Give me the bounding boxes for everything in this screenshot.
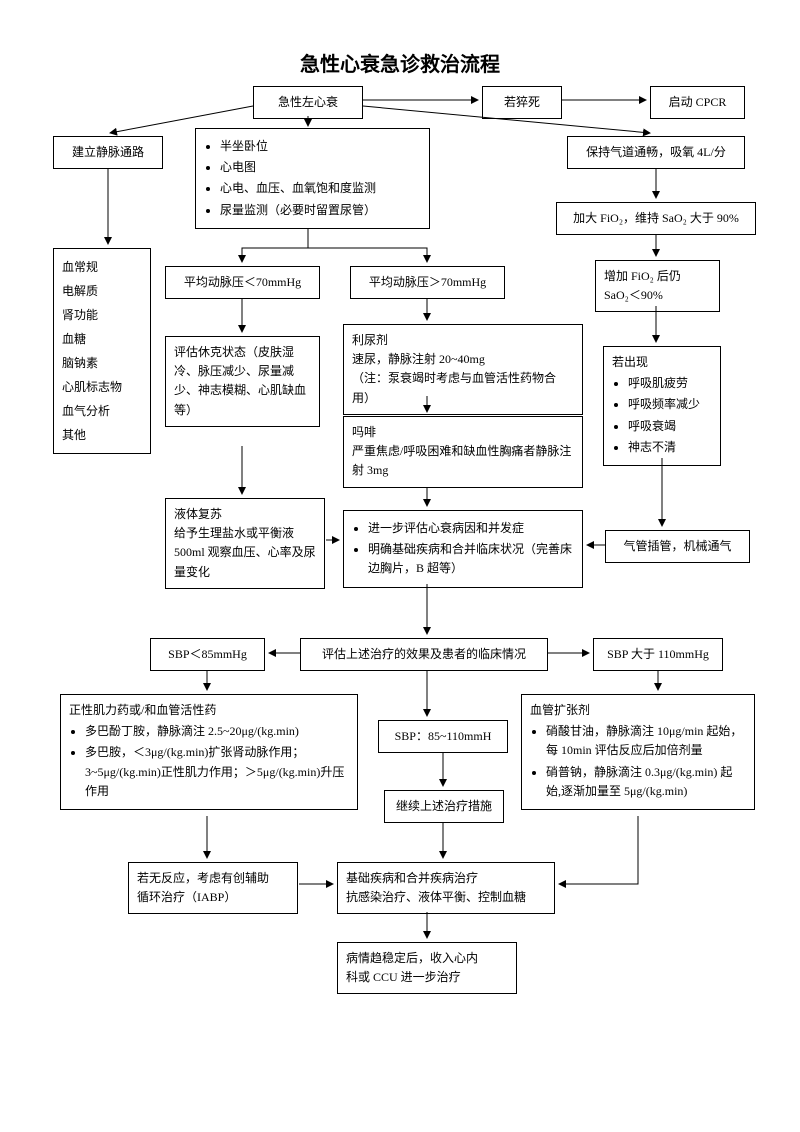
node-intubate: 气管插管，机械通气 bbox=[605, 530, 750, 563]
text: 急性左心衰 bbox=[278, 95, 338, 109]
node-vasodil: 血管扩张剂 硝酸甘油，静脉滴注 10μg/min 起始，每 10min 评估反应… bbox=[521, 694, 755, 810]
node-final: 病情趋稳定后，收入心内 科或 CCU 进一步治疗 bbox=[337, 942, 517, 994]
node-fluid: 液体复苏 给予生理盐水或平衡液 500ml 观察血压、心率及尿量变化 bbox=[165, 498, 325, 589]
li: 心电、血压、血氧饱和度监测 bbox=[220, 179, 421, 198]
l1: 病情趋稳定后，收入心内 bbox=[346, 949, 508, 968]
li: 其他 bbox=[62, 423, 142, 447]
li: 呼吸肌疲劳 bbox=[628, 374, 712, 393]
text: SBP：85~110mmH bbox=[395, 729, 492, 743]
node-fio2-fail: 增加 FiO₂ 后仍 SaO₂＜90% bbox=[595, 260, 720, 312]
l1: 利尿剂 bbox=[352, 331, 574, 350]
node-inotrope: 正性肌力药或/和血管活性药 多巴酚丁胺，静脉滴注 2.5~20μg/(kg.mi… bbox=[60, 694, 358, 810]
node-map-gt70: 平均动脉压＞70mmHg bbox=[350, 266, 505, 299]
text: SBP＜85mmHg bbox=[168, 647, 247, 661]
li: 心肌标志物 bbox=[62, 375, 142, 399]
list-resp: 呼吸肌疲劳 呼吸频率减少 呼吸衰竭 神志不清 bbox=[612, 374, 712, 457]
text: 气管插管，机械通气 bbox=[623, 539, 731, 553]
li: 电解质 bbox=[62, 279, 142, 303]
node-iv: 建立静脉通路 bbox=[53, 136, 163, 169]
node-base: 基础疾病和合并疾病治疗 抗感染治疗、液体平衡、控制血糖 bbox=[337, 862, 555, 914]
text: 评估上述治疗的效果及患者的临床情况 bbox=[322, 647, 526, 661]
li: 尿量监测（必要时留置尿管） bbox=[220, 201, 421, 220]
li: 呼吸衰竭 bbox=[628, 417, 712, 436]
text: 保持气道通畅，吸氧 4L/分 bbox=[586, 145, 726, 159]
node-diuretic: 利尿剂 速尿，静脉注射 20~40mg （注：泵衰竭时考虑与血管活性药物合用） bbox=[343, 324, 583, 415]
text: 评估休克状态（皮肤湿冷、脉压减少、尿量减少、神志模糊、心肌缺血等） bbox=[174, 345, 306, 417]
node-assess: 评估上述治疗的效果及患者的临床情况 bbox=[300, 638, 548, 671]
li: 半坐卧位 bbox=[220, 137, 421, 156]
li: 进一步评估心衰病因和并发症 bbox=[368, 519, 574, 538]
li: 血糖 bbox=[62, 327, 142, 351]
node-labs: 血常规 电解质 肾功能 血糖 脑钠素 心肌标志物 血气分析 其他 bbox=[53, 248, 151, 454]
title: 血管扩张剂 bbox=[530, 701, 746, 720]
list-measures: 半坐卧位 心电图 心电、血压、血氧饱和度监测 尿量监测（必要时留置尿管） bbox=[204, 137, 421, 220]
flowchart-page: 急性心衰急诊救治流程 急性左心衰 若猝死 启动 CPCR 建立静脉通路 半坐卧位… bbox=[0, 0, 800, 1132]
l2: 严重焦虑/呼吸困难和缺血性胸痛者静脉注射 3mg bbox=[352, 442, 574, 480]
text: SBP 大于 110mmHg bbox=[607, 647, 709, 661]
page-title: 急性心衰急诊救治流程 bbox=[0, 48, 800, 77]
l3: （注：泵衰竭时考虑与血管活性药物合用） bbox=[352, 369, 574, 407]
l2: 给予生理盐水或平衡液 500ml 观察血压、心率及尿量变化 bbox=[174, 524, 316, 582]
node-map-lt70: 平均动脉压＜70mmHg bbox=[165, 266, 320, 299]
l1: 若无反应，考虑有创辅助 bbox=[137, 869, 289, 888]
node-measures: 半坐卧位 心电图 心电、血压、血氧饱和度监测 尿量监测（必要时留置尿管） bbox=[195, 128, 430, 229]
li: 肾功能 bbox=[62, 303, 142, 327]
title: 若出现 bbox=[612, 353, 712, 372]
node-iabp: 若无反应，考虑有创辅助 循环治疗（IABP） bbox=[128, 862, 298, 914]
l2: 速尿，静脉注射 20~40mg bbox=[352, 350, 574, 369]
l2: 抗感染治疗、液体平衡、控制血糖 bbox=[346, 888, 546, 907]
node-sbp-lt85: SBP＜85mmHg bbox=[150, 638, 265, 671]
li: 神志不清 bbox=[628, 438, 712, 457]
node-eval: 进一步评估心衰病因和并发症 明确基础疾病和合并临床状况（完善床边胸片，B 超等） bbox=[343, 510, 583, 588]
l1: 增加 FiO₂ 后仍 bbox=[604, 267, 711, 286]
node-airway: 保持气道通畅，吸氧 4L/分 bbox=[567, 136, 745, 169]
node-death: 若猝死 bbox=[482, 86, 562, 119]
li: 心电图 bbox=[220, 158, 421, 177]
text: 平均动脉压＜70mmHg bbox=[184, 275, 301, 289]
li: 血气分析 bbox=[62, 399, 142, 423]
list-inotrope: 多巴酚丁胺，静脉滴注 2.5~20μg/(kg.min) 多巴胺，＜3μg/(k… bbox=[69, 722, 349, 801]
node-shock: 评估休克状态（皮肤湿冷、脉压减少、尿量减少、神志模糊、心肌缺血等） bbox=[165, 336, 320, 427]
l2: SaO₂＜90% bbox=[604, 286, 711, 305]
text: 加大 FiO₂，维持 SaO₂ 大于 90% bbox=[573, 211, 739, 225]
node-fio2: 加大 FiO₂，维持 SaO₂ 大于 90% bbox=[556, 202, 756, 235]
text: 继续上述治疗措施 bbox=[396, 799, 492, 813]
li: 明确基础疾病和合并临床状况（完善床边胸片，B 超等） bbox=[368, 540, 574, 578]
l1: 液体复苏 bbox=[174, 505, 316, 524]
text: 若猝死 bbox=[504, 95, 540, 109]
node-cpcr: 启动 CPCR bbox=[650, 86, 745, 119]
node-resp: 若出现 呼吸肌疲劳 呼吸频率减少 呼吸衰竭 神志不清 bbox=[603, 346, 721, 466]
text: 平均动脉压＞70mmHg bbox=[369, 275, 486, 289]
node-sbp-gt110: SBP 大于 110mmHg bbox=[593, 638, 723, 671]
li: 血常规 bbox=[62, 255, 142, 279]
node-continue: 继续上述治疗措施 bbox=[384, 790, 504, 823]
text: 建立静脉通路 bbox=[72, 145, 144, 159]
l2: 科或 CCU 进一步治疗 bbox=[346, 968, 508, 987]
li: 多巴胺，＜3μg/(kg.min)扩张肾动脉作用；3~5μg/(kg.min)正… bbox=[85, 743, 349, 801]
l2: 循环治疗（IABP） bbox=[137, 888, 289, 907]
list-vasodil: 硝酸甘油，静脉滴注 10μg/min 起始，每 10min 评估反应后加倍剂量 … bbox=[530, 722, 746, 801]
node-top: 急性左心衰 bbox=[253, 86, 363, 119]
li: 呼吸频率减少 bbox=[628, 395, 712, 414]
list-eval: 进一步评估心衰病因和并发症 明确基础疾病和合并临床状况（完善床边胸片，B 超等） bbox=[352, 519, 574, 579]
l1: 基础疾病和合并疾病治疗 bbox=[346, 869, 546, 888]
li: 硝酸甘油，静脉滴注 10μg/min 起始，每 10min 评估反应后加倍剂量 bbox=[546, 722, 746, 760]
node-morphine: 吗啡 严重焦虑/呼吸困难和缺血性胸痛者静脉注射 3mg bbox=[343, 416, 583, 488]
l1: 吗啡 bbox=[352, 423, 574, 442]
li: 多巴酚丁胺，静脉滴注 2.5~20μg/(kg.min) bbox=[85, 722, 349, 741]
title: 正性肌力药或/和血管活性药 bbox=[69, 701, 349, 720]
text: 启动 CPCR bbox=[669, 95, 727, 109]
li: 脑钠素 bbox=[62, 351, 142, 375]
node-sbp-mid: SBP：85~110mmH bbox=[378, 720, 508, 753]
li: 硝普钠，静脉滴注 0.3μg/(kg.min) 起始,逐渐加量至 5μg/(kg… bbox=[546, 763, 746, 801]
